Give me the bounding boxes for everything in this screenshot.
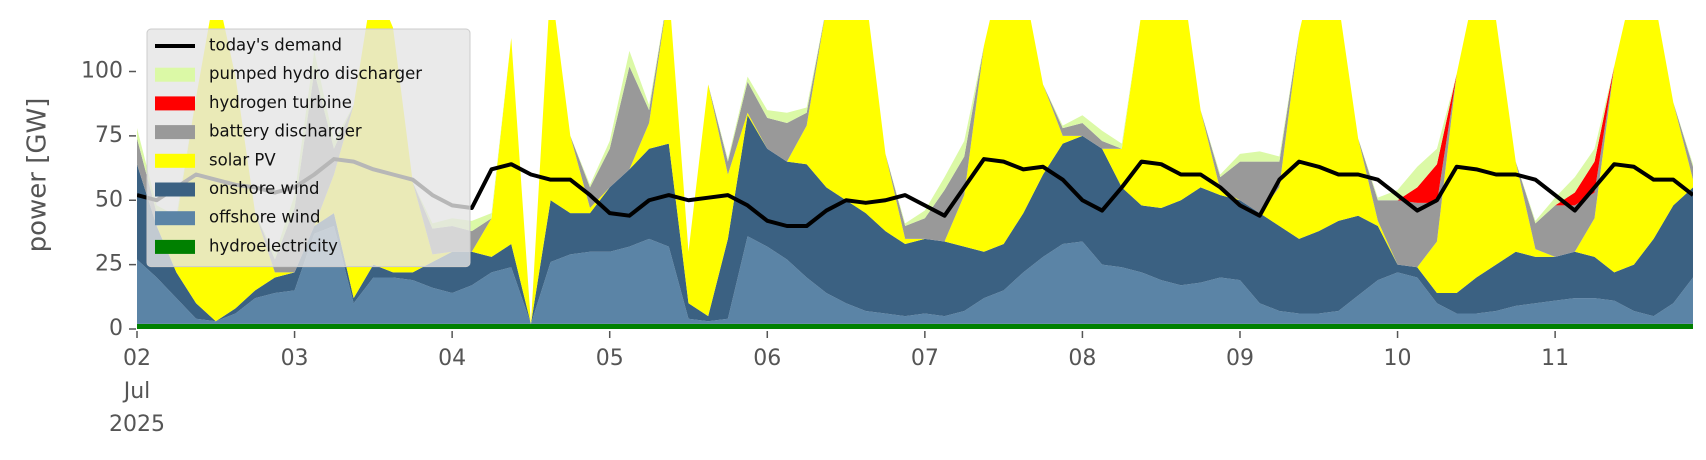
y-tick-label: 75: [95, 123, 123, 148]
x-tick-label: 09: [1226, 346, 1254, 371]
area-7: [137, 323, 1693, 329]
legend-label: battery discharger: [209, 122, 362, 141]
legend-label: today's demand: [209, 36, 342, 55]
y-tick-label: 25: [95, 252, 123, 277]
legend-label: pumped hydro discharger: [209, 64, 422, 83]
x-tick-label: 06: [753, 346, 781, 371]
legend-label: solar PV: [209, 150, 276, 169]
legend-label: hydrogen turbine: [209, 93, 352, 112]
legend-label: hydroelectricity: [209, 236, 338, 255]
axes: 0 25 50 75 100 02 Jul 2025 03 04 05 06 07 08 09 10 11: [81, 59, 1569, 438]
x-tick-label: 04: [438, 346, 466, 371]
area-5: [137, 115, 1693, 324]
x-tick-label: 11: [1541, 346, 1569, 371]
y-tick-label: 0: [109, 316, 123, 341]
y-axis-label: power [GW]: [23, 98, 53, 253]
legend-box: [146, 28, 471, 268]
legend-swatch: [155, 153, 195, 168]
legend-swatch: [155, 211, 195, 226]
legend-swatch: [155, 96, 195, 111]
legend-swatch: [155, 182, 195, 197]
x-tick-label: 10: [1384, 346, 1412, 371]
legend-swatch: [155, 239, 195, 254]
y-tick-label: 100: [81, 59, 123, 84]
legend-label: onshore wind: [209, 179, 320, 198]
area-4: [137, 20, 1693, 324]
x-tick-label: 07: [911, 346, 939, 371]
legend-swatch: [155, 125, 195, 140]
x-tick-label: 05: [596, 346, 624, 371]
legend-label: offshore wind: [209, 208, 320, 227]
legend: today's demand pumped hydro discharger hyd…: [146, 28, 471, 268]
y-tick-label: 50: [95, 187, 123, 212]
legend-swatch: [155, 67, 195, 82]
x-tick-label: 03: [281, 346, 309, 371]
area-6: [137, 226, 1693, 324]
x-tick-label: 02 Jul 2025: [109, 346, 165, 437]
x-tick-label: 08: [1068, 346, 1096, 371]
